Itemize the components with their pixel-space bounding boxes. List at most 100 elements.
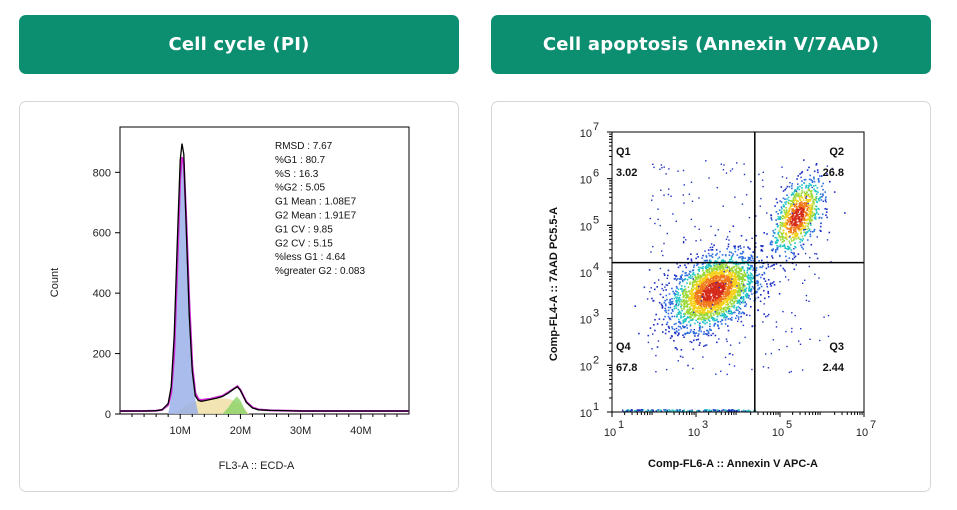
event-dot — [791, 204, 794, 206]
event-dot — [737, 316, 740, 318]
event-dot — [643, 286, 646, 289]
event-dot — [714, 234, 717, 237]
event-dot — [693, 287, 696, 290]
event-dot — [795, 202, 798, 204]
event-dot — [820, 199, 823, 201]
event-dot — [680, 349, 683, 351]
event-dot — [678, 283, 681, 285]
event-dot — [673, 328, 676, 331]
event-dot — [805, 205, 807, 207]
event-dot — [719, 290, 721, 292]
event-dot — [725, 275, 728, 277]
event-dot — [800, 212, 802, 215]
event-dot — [815, 205, 818, 208]
event-dot — [790, 215, 792, 218]
event-dot — [701, 284, 704, 287]
event-dot — [725, 279, 728, 281]
event-dot — [746, 270, 749, 272]
event-dot — [794, 314, 796, 317]
event-dot — [794, 255, 797, 258]
event-dot — [699, 302, 701, 304]
event-dot — [795, 190, 797, 192]
event-dot — [728, 266, 730, 268]
event-dot — [792, 226, 794, 229]
event-dot — [712, 312, 714, 315]
event-dot — [717, 298, 720, 301]
event-dot — [737, 248, 740, 251]
event-dot — [721, 254, 724, 256]
event-dot — [703, 288, 706, 290]
event-dot — [750, 264, 752, 267]
event-dot — [712, 307, 714, 309]
event-dot — [635, 409, 637, 412]
event-dot — [765, 353, 767, 355]
event-dot — [692, 308, 695, 311]
event-dot — [763, 303, 765, 305]
event-dot — [797, 226, 800, 229]
event-dot — [792, 208, 794, 210]
event-dot — [704, 266, 707, 269]
event-dot — [635, 410, 638, 413]
event-dot — [740, 320, 743, 323]
event-dot — [663, 194, 665, 196]
event-dot — [708, 295, 711, 298]
event-dot — [808, 210, 810, 213]
event-dot — [789, 182, 791, 184]
event-dot — [727, 325, 729, 327]
event-dot — [708, 299, 711, 302]
event-dot — [700, 290, 703, 293]
event-dot — [708, 302, 711, 305]
event-dot — [652, 300, 654, 302]
event-dot — [833, 191, 836, 193]
event-dot — [784, 270, 786, 272]
event-dot — [675, 290, 677, 292]
event-dot — [699, 309, 702, 312]
event-dot — [675, 332, 677, 335]
event-dot — [668, 293, 671, 295]
event-dot — [708, 291, 711, 293]
event-dot — [792, 213, 794, 216]
event-dot — [760, 197, 762, 200]
event-dot — [749, 257, 752, 259]
event-dot — [721, 288, 724, 291]
event-dot — [802, 213, 805, 216]
event-dot — [695, 293, 697, 295]
event-dot — [704, 291, 706, 293]
event-dot — [699, 280, 701, 282]
event-dot — [691, 313, 694, 315]
y-tick-label: 0 — [105, 409, 111, 421]
event-dot — [720, 274, 723, 276]
event-dot — [748, 216, 751, 219]
event-dot — [707, 273, 710, 275]
event-dot — [693, 314, 695, 316]
event-dot — [691, 289, 693, 292]
event-dot — [698, 333, 700, 335]
event-dot — [760, 245, 762, 247]
event-dot — [697, 278, 699, 280]
event-dot — [798, 229, 801, 232]
event-dot — [675, 330, 678, 332]
event-dot — [761, 266, 763, 269]
event-dot — [736, 285, 738, 287]
event-dot — [664, 299, 666, 302]
event-dot — [720, 287, 722, 289]
event-dot — [804, 234, 806, 237]
event-dot — [716, 305, 718, 307]
event-dot — [718, 304, 721, 307]
event-dot — [718, 285, 721, 288]
event-dot — [707, 281, 709, 283]
event-dot — [709, 290, 712, 293]
event-dot — [702, 333, 705, 335]
event-dot — [693, 295, 695, 298]
event-dot — [817, 191, 819, 193]
event-dot — [675, 327, 678, 330]
event-dot — [705, 317, 707, 320]
event-dot — [792, 232, 795, 234]
event-dot — [707, 252, 710, 255]
event-dot — [747, 263, 749, 266]
event-dot — [791, 185, 793, 187]
event-dot — [730, 260, 732, 263]
event-dot — [669, 306, 672, 309]
event-dot — [731, 409, 734, 411]
event-dot — [675, 296, 677, 299]
